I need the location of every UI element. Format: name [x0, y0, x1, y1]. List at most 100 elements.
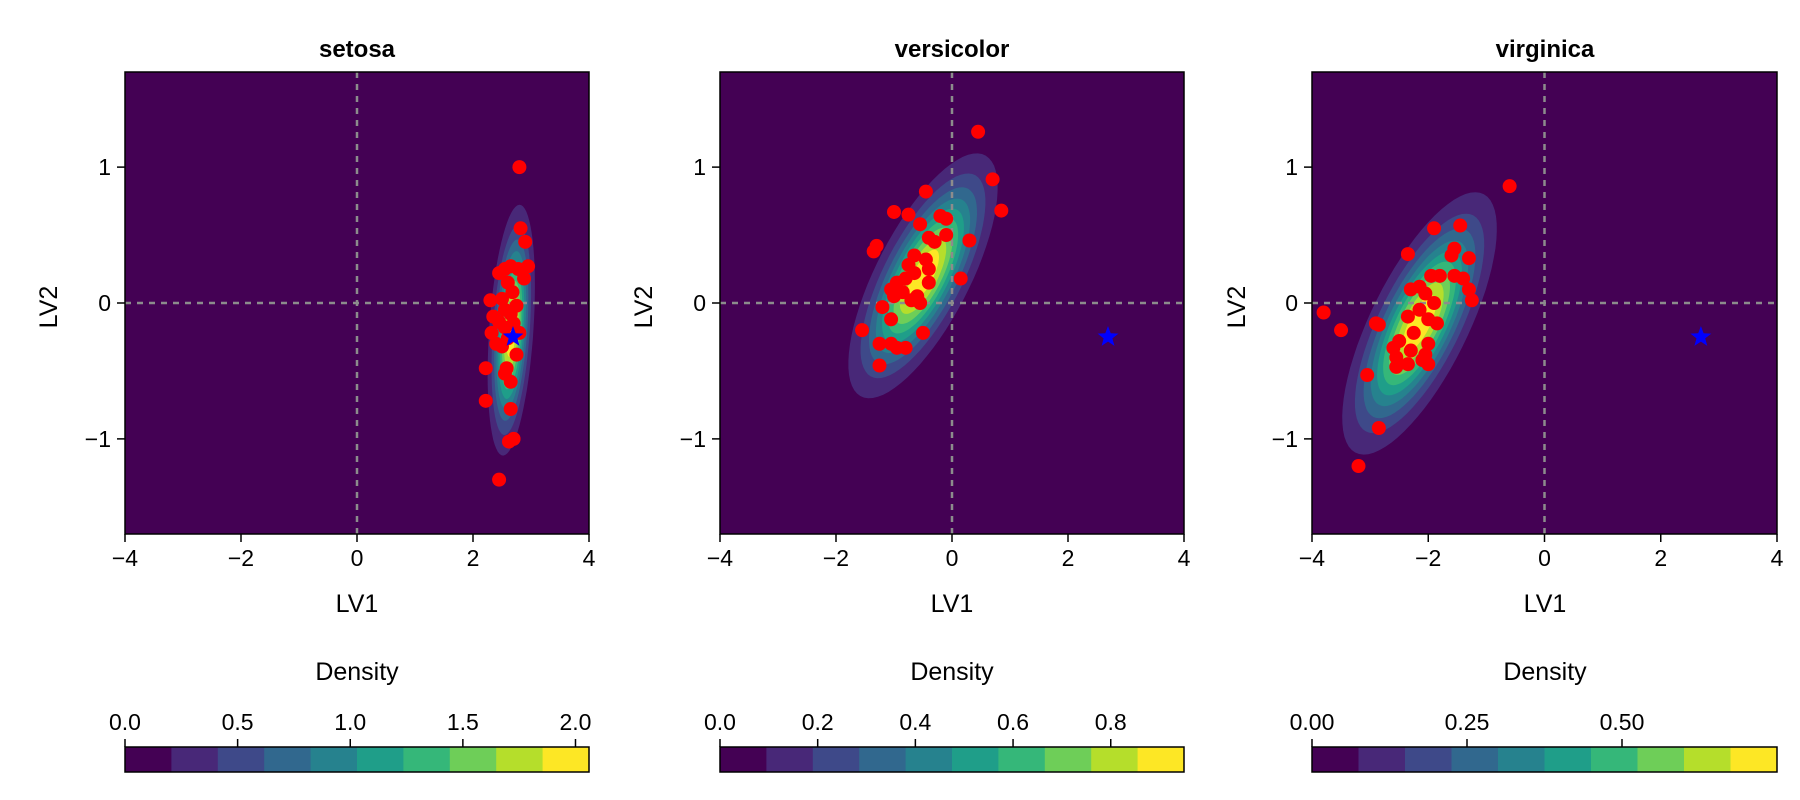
scatter-points [1316, 179, 1517, 474]
panel-versicolor: versicolor LV1 LV2 Density −4 −2 0 2 4 −1 0 1 0.… [630, 36, 1191, 773]
scatter-point [913, 296, 928, 310]
x-tick-label: 4 [1771, 545, 1784, 571]
y-tick-label: −1 [680, 426, 706, 452]
scatter-point [1316, 305, 1331, 320]
scatter-point [875, 300, 890, 315]
scatter-point [518, 234, 533, 249]
scatter-point [1334, 323, 1349, 338]
y-tick-label: −1 [1272, 426, 1298, 452]
colorbar-label: Density [1503, 658, 1587, 686]
colorbar-segment [1358, 747, 1406, 772]
x-tick-label: 2 [467, 545, 480, 571]
scatter-point [939, 228, 954, 243]
colorbar-segment [1730, 747, 1778, 772]
y-tick-label: −1 [85, 426, 111, 452]
scatter-point [916, 325, 930, 340]
scatter-point [953, 271, 968, 286]
panel-virginica: virginica LV1 LV2 Density −4 −2 0 2 4 −1 0 1 0.0… [1223, 36, 1784, 773]
scatter-points [478, 160, 536, 487]
scatter-point [985, 172, 1000, 187]
x-tick-label: −4 [112, 545, 138, 571]
scatter-point [1351, 459, 1366, 474]
colorbar-segment [1684, 747, 1731, 772]
y-tick-label: 0 [693, 290, 706, 316]
panel-title: setosa [319, 36, 396, 63]
scatter-point [478, 361, 493, 376]
colorbar-segment [449, 747, 497, 772]
scatter-point [1412, 302, 1427, 317]
scatter-point [1371, 421, 1386, 436]
panel-setosa: setosa LV1 LV2 Density −4 −2 0 2 4 −1 0 1 0.0 0.5… [35, 36, 596, 773]
scatter-point [1427, 296, 1442, 310]
colorbar-segment [125, 747, 172, 772]
colorbar-segment [403, 747, 451, 772]
x-axis-label: LV1 [931, 590, 974, 618]
scatter-point [1389, 359, 1404, 374]
x-tick-label: −2 [228, 545, 254, 571]
colorbar-tick-label: 0.50 [1600, 709, 1645, 735]
scatter-point [855, 323, 870, 338]
colorbar-segment [264, 747, 312, 772]
y-tick-label: 1 [693, 154, 706, 180]
colorbar-segment [720, 747, 767, 772]
scatter-point [517, 271, 532, 286]
scatter-point [913, 217, 928, 232]
scatter-point [1444, 248, 1459, 263]
colorbar-segment [905, 747, 953, 772]
scatter-point [501, 434, 516, 449]
scatter-point [887, 289, 901, 304]
colorbar-segment [812, 747, 860, 772]
scatter-point [962, 233, 977, 248]
y-tick-label: 0 [98, 290, 111, 316]
x-tick-label: 2 [1062, 545, 1075, 571]
colorbar-segment [998, 747, 1046, 772]
colorbar-tick-label: 2.0 [559, 709, 591, 735]
plot-area: −4 −2 0 2 4 −1 0 1 0.0 0.5 1.0 1.5 2.0 [85, 71, 596, 773]
colorbar-label: Density [910, 658, 994, 686]
scatter-point [1403, 282, 1418, 297]
colorbar-segment [952, 747, 999, 772]
scatter-point [887, 204, 901, 219]
scatter-point [1421, 336, 1436, 351]
y-tick-label: 1 [1285, 154, 1298, 180]
colorbar-tick-label: 0.2 [802, 709, 834, 735]
scatter-point [513, 221, 528, 236]
scatter-point [1424, 268, 1439, 283]
colorbar-tick-label: 0.8 [1095, 709, 1127, 735]
scatter-point [898, 340, 913, 355]
colorbar-segment [1498, 747, 1545, 772]
colorbar-frame [124, 746, 590, 773]
scatter-point [1403, 343, 1418, 358]
scatter-point [1453, 218, 1468, 233]
scatter-point [1429, 316, 1444, 331]
colorbar-segment [1044, 747, 1092, 772]
colorbar-tick-label: 0.00 [1290, 709, 1335, 735]
scatter-point [866, 244, 881, 259]
colorbar-segment [310, 747, 358, 772]
colorbar-tick-label: 0.5 [222, 709, 254, 735]
scatter-point [505, 285, 520, 300]
colorbar-frame [719, 746, 1185, 773]
scatter-point [1360, 368, 1375, 383]
scatter-point [1421, 357, 1436, 372]
x-tick-label: −2 [823, 545, 849, 571]
scatter-point [918, 184, 933, 199]
colorbar-label: Density [315, 658, 399, 686]
scatter-point [495, 291, 509, 306]
scatter-point [994, 203, 1009, 218]
colorbar-segment [357, 747, 404, 772]
plot-area: −4 −2 0 2 4 −1 0 1 0.0 0.2 0.4 0.6 0.8 [680, 71, 1191, 773]
colorbar-tick-label: 1.0 [334, 709, 366, 735]
plot-area: −4 −2 0 2 4 −1 0 1 0.00 0.25 0.50 [1272, 71, 1784, 773]
scatter-point [503, 374, 518, 389]
colorbar-tick-label: 1.5 [447, 709, 479, 735]
scatter-point [1461, 282, 1476, 297]
colorbar-segment [1591, 747, 1638, 772]
colorbar-tick-label: 0.0 [109, 709, 141, 735]
y-axis-label: LV2 [1223, 286, 1251, 329]
colorbar-segment [1312, 747, 1359, 772]
x-tick-label: −4 [1299, 545, 1325, 571]
x-tick-label: 0 [351, 545, 364, 571]
scatter-point [509, 347, 524, 362]
